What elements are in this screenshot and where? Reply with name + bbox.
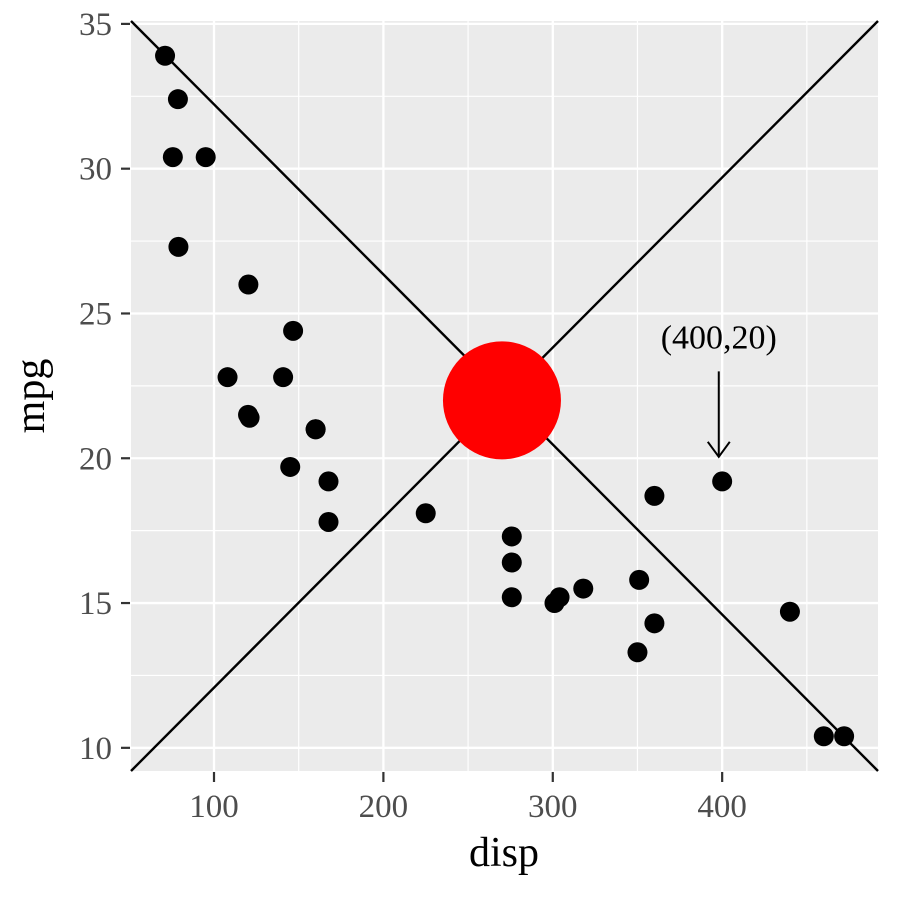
data-point: [627, 642, 648, 663]
data-point: [501, 587, 522, 608]
x-tick-label: 200: [359, 789, 409, 825]
data-point: [544, 593, 565, 614]
data-point: [779, 601, 800, 622]
y-axis-title: mpg: [8, 359, 54, 434]
x-tick-label: 100: [189, 789, 239, 825]
data-point: [238, 274, 259, 295]
data-point: [644, 613, 665, 634]
data-point: [644, 485, 665, 506]
y-tick-label: 30: [79, 152, 112, 188]
y-tick-label: 25: [79, 296, 112, 332]
data-point: [501, 552, 522, 573]
data-point: [239, 407, 260, 428]
data-point: [162, 147, 183, 168]
data-point: [501, 526, 522, 547]
data-point: [629, 569, 650, 590]
data-point: [573, 578, 594, 599]
data-point: [283, 320, 304, 341]
data-point: [318, 471, 339, 492]
annotation-label: (400,20): [661, 320, 777, 357]
data-point: [280, 456, 301, 477]
highlight-point: [442, 341, 561, 460]
y-tick-label: 15: [79, 586, 112, 622]
data-point: [318, 511, 339, 532]
data-point: [813, 726, 834, 747]
data-point: [415, 503, 436, 524]
x-axis-title: disp: [469, 830, 539, 876]
y-tick-label: 35: [79, 7, 112, 43]
data-point: [195, 147, 216, 168]
data-point: [305, 419, 326, 440]
y-tick-label: 10: [79, 731, 112, 767]
data-point: [167, 89, 188, 110]
data-point: [168, 236, 189, 257]
data-point: [712, 471, 733, 492]
y-tick-label: 20: [79, 441, 112, 477]
data-point: [217, 367, 238, 388]
annotation-arrow-head: [706, 441, 731, 459]
x-tick-label: 400: [697, 789, 747, 825]
x-tick-label: 300: [528, 789, 578, 825]
data-point: [273, 367, 294, 388]
